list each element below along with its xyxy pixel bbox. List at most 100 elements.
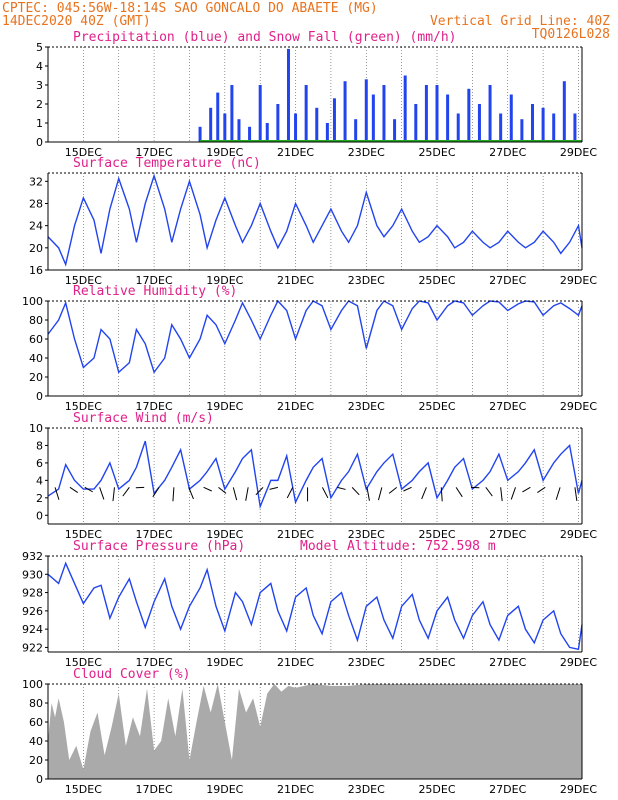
wind-arrow <box>537 486 546 493</box>
precip-bar <box>371 94 375 142</box>
wind-arrow <box>510 487 516 500</box>
y-tick-label: 32 <box>29 175 43 188</box>
x-tick-label: 25DEC <box>418 656 455 669</box>
series-line <box>47 173 583 267</box>
x-tick-label: 17DEC <box>136 400 173 413</box>
wind-arrow <box>455 487 463 498</box>
precip-bar <box>520 119 524 142</box>
precip-bar <box>435 85 439 142</box>
precip-bar <box>467 88 471 142</box>
x-tick-label: 25DEC <box>418 528 455 541</box>
x-tick-label: 19DEC <box>206 274 243 287</box>
precip-bar <box>343 81 347 142</box>
y-tick-label: 0 <box>36 773 43 786</box>
panel-title: Surface Temperature (nC) <box>73 156 261 171</box>
model-altitude-label: Model Altitude: 752.598 m <box>300 539 496 554</box>
wind-arrow <box>388 486 398 494</box>
wind-arrow <box>421 487 427 500</box>
header-grid-line: Vertical Grid Line: 40Z <box>430 14 610 29</box>
precip-bar <box>414 104 418 142</box>
x-tick-label: 29DEC <box>560 400 597 413</box>
series-line <box>47 440 583 510</box>
y-tick-label: 40 <box>29 735 43 748</box>
y-tick-label: 20 <box>29 371 43 384</box>
wind-arrow <box>321 487 329 499</box>
x-tick-label: 21DEC <box>277 146 314 159</box>
wind-arrow <box>286 487 294 499</box>
wind-arrow <box>440 487 443 502</box>
precip-bar <box>393 119 397 142</box>
x-tick-label: 27DEC <box>489 146 526 159</box>
wind-arrow <box>403 486 412 492</box>
y-tick-label: 0 <box>36 136 43 149</box>
precip-bar <box>237 119 241 142</box>
x-tick-label: 27DEC <box>489 400 526 413</box>
x-tick-label: 15DEC <box>65 783 102 796</box>
panel-1: 0 1 2 3 4 5 15DEC 17DEC 19DEC 21DEC 23DEC 25DEC 27DE… <box>36 30 597 159</box>
y-tick-label: 60 <box>29 716 43 729</box>
wind-arrow <box>54 487 60 500</box>
wind-arrow <box>172 487 175 502</box>
x-tick-label: 21DEC <box>277 400 314 413</box>
x-tick-label: 25DEC <box>418 400 455 413</box>
precip-bar <box>325 123 329 142</box>
wind-arrow <box>485 487 493 497</box>
precip-bar <box>573 113 577 142</box>
y-tick-label: 926 <box>22 605 43 618</box>
panel-3: 0 20 40 60 80 100 15DEC 17DEC 19DEC 21DEC 23DEC 25D… <box>22 284 597 413</box>
wind-arrow <box>112 487 115 502</box>
x-tick-label: 23DEC <box>348 656 385 669</box>
x-tick-label: 23DEC <box>348 400 385 413</box>
x-tick-label: 27DEC <box>489 656 526 669</box>
x-tick-label: 29DEC <box>560 656 597 669</box>
cloud-cover-area <box>48 684 582 779</box>
wind-arrow <box>203 486 212 492</box>
x-tick-label: 19DEC <box>206 656 243 669</box>
x-tick-label: 23DEC <box>348 146 385 159</box>
x-tick-label: 19DEC <box>206 146 243 159</box>
precip-bar <box>248 126 252 142</box>
wind-arrow <box>255 487 264 496</box>
y-tick-label: 1 <box>36 117 43 130</box>
x-tick-label: 25DEC <box>418 783 455 796</box>
x-tick-label: 27DEC <box>489 783 526 796</box>
y-tick-label: 28 <box>29 197 43 210</box>
y-tick-label: 20 <box>29 754 43 767</box>
wind-arrow <box>69 486 78 493</box>
panel-5: 922 924 926 928 930 932 15DEC 17DEC 19DEC 21DEC 23… <box>22 539 597 669</box>
x-tick-label: 19DEC <box>206 783 243 796</box>
series-line <box>47 561 583 651</box>
x-tick-label: 17DEC <box>136 783 173 796</box>
precip-bar <box>446 94 450 142</box>
x-tick-label: 23DEC <box>348 783 385 796</box>
precip-bar <box>403 75 407 142</box>
precip-bar <box>209 107 213 142</box>
wind-arrow <box>574 487 578 502</box>
x-tick-label: 17DEC <box>136 528 173 541</box>
y-tick-label: 2 <box>36 492 43 505</box>
x-tick-label: 29DEC <box>560 274 597 287</box>
wind-arrow <box>351 487 360 496</box>
precip-bar <box>304 85 308 142</box>
x-tick-label: 29DEC <box>560 528 597 541</box>
x-tick-label: 17DEC <box>136 656 173 669</box>
wind-arrow <box>269 486 278 490</box>
precip-bar <box>354 119 358 142</box>
wind-arrow <box>522 486 531 493</box>
x-tick-label: 17DEC <box>136 146 173 159</box>
x-tick-label: 15DEC <box>65 400 102 413</box>
precip-bar <box>230 85 234 142</box>
wind-arrow <box>232 487 238 501</box>
x-tick-label: 15DEC <box>65 656 102 669</box>
wind-arrow <box>337 486 346 490</box>
y-tick-label: 928 <box>22 587 43 600</box>
wind-arrow <box>218 486 227 494</box>
y-tick-label: 100 <box>22 295 43 308</box>
precip-bar <box>456 113 460 142</box>
y-tick-label: 80 <box>29 314 43 327</box>
precip-bar <box>286 48 290 142</box>
x-tick-label: 29DEC <box>560 783 597 796</box>
precip-bar <box>276 104 280 142</box>
precip-bar <box>198 126 202 142</box>
